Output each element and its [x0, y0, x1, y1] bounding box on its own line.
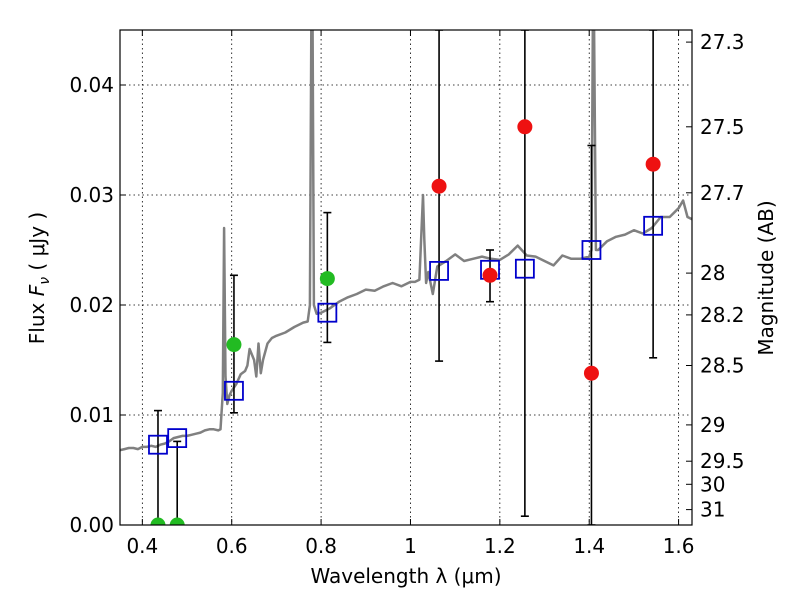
y-tick-label: 0.04: [69, 73, 114, 97]
model-square-marker: [429, 260, 449, 281]
spectrum-line: [120, 30, 692, 452]
y-tick-label: 0.03: [69, 183, 114, 207]
marker-layer: [148, 119, 664, 525]
photometry-point: [583, 365, 599, 381]
photometry-point: [517, 119, 533, 135]
y2-axis-label: Magnitude (AB): [754, 200, 778, 355]
y2-tick-label: 31: [700, 498, 725, 522]
y-tick-label: 0.02: [69, 293, 114, 317]
photometry-point: [150, 517, 166, 525]
plot-frame: [119, 29, 693, 526]
y2-tick-label: 28.5: [700, 354, 745, 378]
y-axis-label-prefix: Flux: [25, 296, 49, 344]
y2-tick-label: 28: [700, 261, 725, 285]
x-tick-label: 1.6: [663, 534, 695, 558]
model-square-marker: [317, 302, 338, 323]
model-square-marker: [167, 428, 188, 449]
y-axis-label-suffix: ( μJy ): [25, 212, 49, 277]
photometry-point: [645, 156, 661, 172]
y2-tick-label: 30: [700, 472, 725, 496]
photometry-point: [226, 337, 242, 353]
y-axis-label: Flux Fν ( μJy ): [25, 212, 53, 344]
photometry-point: [319, 271, 335, 287]
model-square-marker: [643, 215, 664, 236]
x-tick-label: 1.2: [484, 534, 516, 558]
y-axis-label-subscript: ν: [37, 277, 53, 285]
photometry-point: [482, 267, 498, 283]
y2-tick-label: 27.5: [700, 115, 745, 139]
y2-tick-label: 29: [700, 413, 725, 437]
y2-tick-label: 28.2: [700, 303, 745, 327]
x-tick-label: 0.8: [305, 534, 337, 558]
x-tick-label: 0.6: [216, 534, 248, 558]
y-axis-label-symbol: F: [25, 284, 49, 296]
y-tick-label: 0.00: [69, 513, 114, 537]
x-tick-label: 0.4: [126, 534, 158, 558]
x-axis-label: Wavelength λ (μm): [310, 564, 501, 588]
y2-tick-label: 27.3: [700, 30, 745, 54]
y2-tick-label: 27.7: [700, 181, 745, 205]
photometry-point: [431, 178, 447, 194]
model-square-marker: [224, 380, 244, 401]
photometry-point: [169, 517, 185, 525]
x-tick-label: 1.4: [573, 534, 605, 558]
axis-ticks: 0.4 0.6 0.8 1 1.2 1.4 1.6 0.00 0.01 0.02 0.03 0.04 2…: [69, 30, 745, 558]
y2-tick-label: 29.5: [700, 449, 745, 473]
y-tick-label: 0.01: [69, 403, 114, 427]
x-tick-label: 1: [404, 534, 417, 558]
model-square-marker: [581, 240, 602, 260]
model-square-marker: [514, 258, 535, 279]
model-square-marker: [148, 434, 168, 455]
spectrum-layer: [120, 30, 692, 452]
